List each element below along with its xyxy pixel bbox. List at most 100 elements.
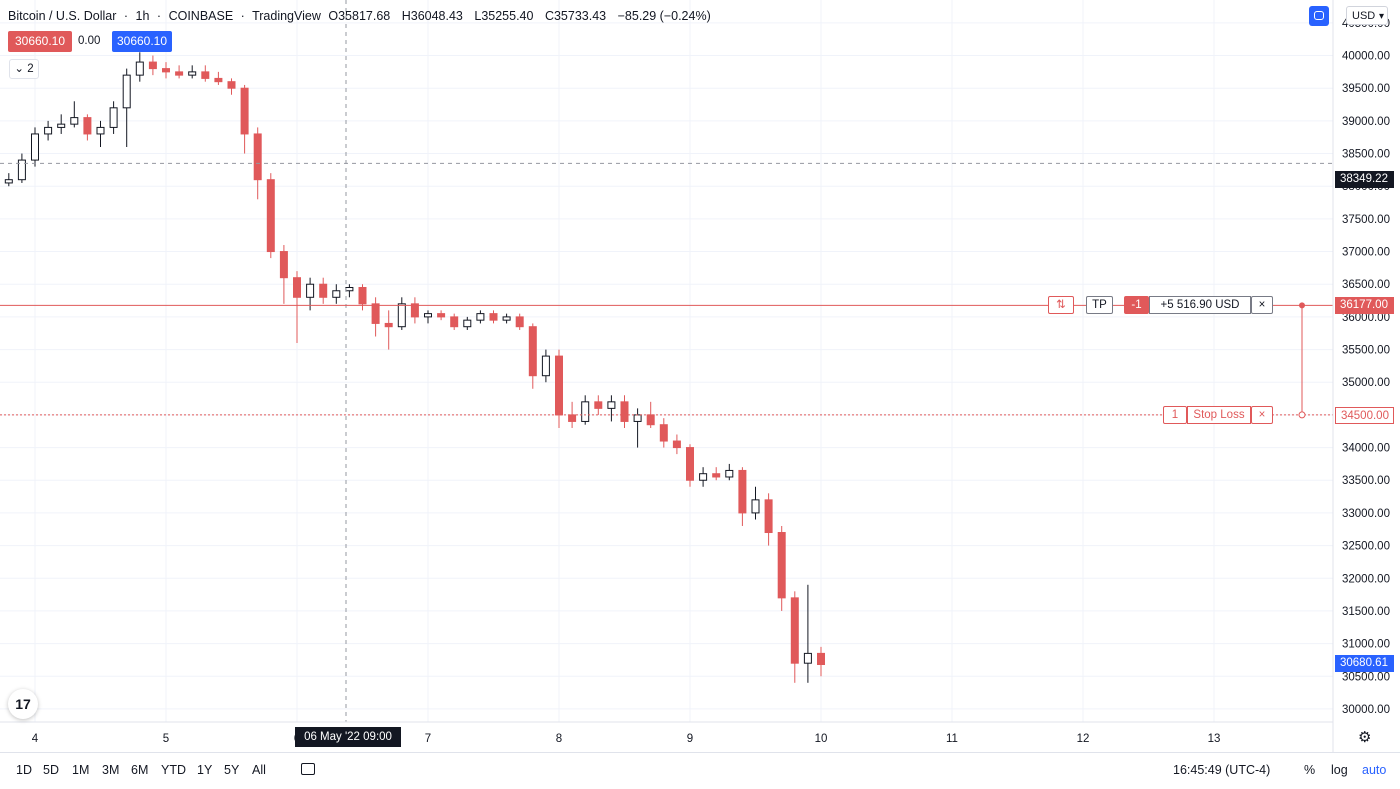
y-tick-label: 39000.00 [1342,116,1390,128]
x-tick-label: 4 [32,733,39,745]
candle-body [712,473,721,478]
chart-legend: Bitcoin / U.S. Dollar · 1h · COINBASE · … [8,9,711,23]
ohlc-high: H36048.43 [401,9,463,23]
y-tick-label: 33000.00 [1342,508,1390,520]
candle-body [253,133,262,181]
candle-body [410,303,419,318]
symbol-name[interactable]: Bitcoin / U.S. Dollar [8,9,117,23]
candle-body [279,251,288,279]
order-lines [0,0,1333,722]
buy-button[interactable]: 30660.10 [112,31,172,52]
candle-body [803,652,812,664]
exchange: COINBASE [168,9,234,23]
candle-body [437,313,446,318]
candle-body [686,447,694,481]
currency-select[interactable]: USD [1346,6,1388,26]
range-6m[interactable]: 6M [131,763,149,777]
candle-body [489,313,498,321]
range-1m[interactable]: 1M [72,763,90,777]
auto-toggle[interactable]: auto [1362,763,1387,777]
candle-body [528,326,537,377]
candle-body [555,355,563,416]
clock-time[interactable]: 16:45:49 (UTC-4) [1173,763,1271,777]
x-tick-label: 5 [163,733,169,745]
calendar-icon[interactable] [301,763,315,775]
candle-body [817,652,825,666]
ohlc-low: L35255.40 [474,9,534,23]
candle-body [646,414,655,426]
candle-body [463,319,472,328]
candle-body [122,74,131,109]
take-profit-close-icon[interactable]: × [1251,296,1273,315]
range-3m[interactable]: 3M [102,763,120,777]
range-1y[interactable]: 1Y [197,763,213,777]
spread-value: 0.00 [78,35,101,47]
stop-loss-qty[interactable]: 1 [1163,405,1187,424]
candle-body [109,107,118,128]
candle-body [725,469,734,478]
take-profit-price-tag[interactable]: 36177.00 [1335,297,1394,315]
y-tick-label: 38500.00 [1342,149,1390,161]
candle-body [515,316,524,328]
x-tick-label: 12 [1077,733,1090,745]
candle-body [319,283,328,298]
indicators-toggle[interactable]: ⌄ 2 [9,59,39,79]
candle-body [31,133,39,161]
y-tick-label: 33500.00 [1342,475,1390,487]
candle-body [620,401,629,422]
candle-body [450,316,459,328]
candle-body [83,117,92,135]
take-profit-pnl: +5 516.90 USD [1149,296,1251,315]
y-tick-label: 40000.00 [1342,51,1390,63]
candle-body [135,61,144,76]
range-ytd[interactable]: YTD [161,763,186,777]
candle-body [227,81,236,89]
y-tick-label: 36000.00 [1342,312,1390,324]
candle-body [345,286,354,292]
stop-loss-label[interactable]: Stop Loss [1187,405,1251,424]
candle-body [502,316,511,321]
candle-body [384,322,393,328]
currency-convert-button[interactable] [1309,6,1329,26]
candle-body [594,401,603,409]
gear-icon[interactable]: ⚙ [1358,729,1372,746]
candle-body [541,355,550,377]
candle-body [568,414,577,422]
candle-body [476,313,485,321]
candle-body [57,123,66,128]
candle-body [306,283,315,298]
y-tick-label: 39500.00 [1342,83,1390,95]
take-profit-qty[interactable]: -1 [1124,296,1149,315]
source: TradingView [252,9,321,23]
take-profit-label[interactable]: TP [1086,296,1113,315]
log-toggle[interactable]: log [1331,763,1348,777]
candle-body [790,597,799,664]
stop-loss-price-tag[interactable]: 34500.00 [1335,406,1394,424]
x-tick-label: 13 [1208,733,1221,745]
candle-body [332,290,341,298]
percent-toggle[interactable]: % [1304,763,1316,777]
reverse-position-button[interactable]: ⇅ [1048,296,1074,315]
range-5d[interactable]: 5D [43,763,59,777]
tradingview-logo[interactable]: 17 [8,689,38,719]
price-chart[interactable]: 40500.0040000.0039500.0039000.0038500.00… [0,0,1400,752]
x-tick-label: 8 [556,733,562,745]
y-tick-label: 36500.00 [1342,279,1390,291]
range-all[interactable]: All [252,763,266,777]
candle-body [699,473,708,481]
candle-body [633,414,642,422]
crosshair-date-label: 06 May '22 09:00 [295,727,401,747]
time-axis: 45678910111213 [32,733,1221,745]
range-1d[interactable]: 1D [16,763,32,777]
chevron-down-icon: ⌄ [14,63,28,75]
candles-layer [4,52,825,683]
interval[interactable]: 1h [135,9,150,23]
range-5y[interactable]: 5Y [224,763,240,777]
candle-body [607,401,616,409]
sell-button[interactable]: 30660.10 [8,31,72,52]
candle-body [44,126,53,135]
tp-handle [1299,302,1305,309]
y-tick-label: 30500.00 [1342,671,1390,683]
stop-loss-close-icon[interactable]: × [1251,405,1273,424]
candle-body [371,303,380,324]
